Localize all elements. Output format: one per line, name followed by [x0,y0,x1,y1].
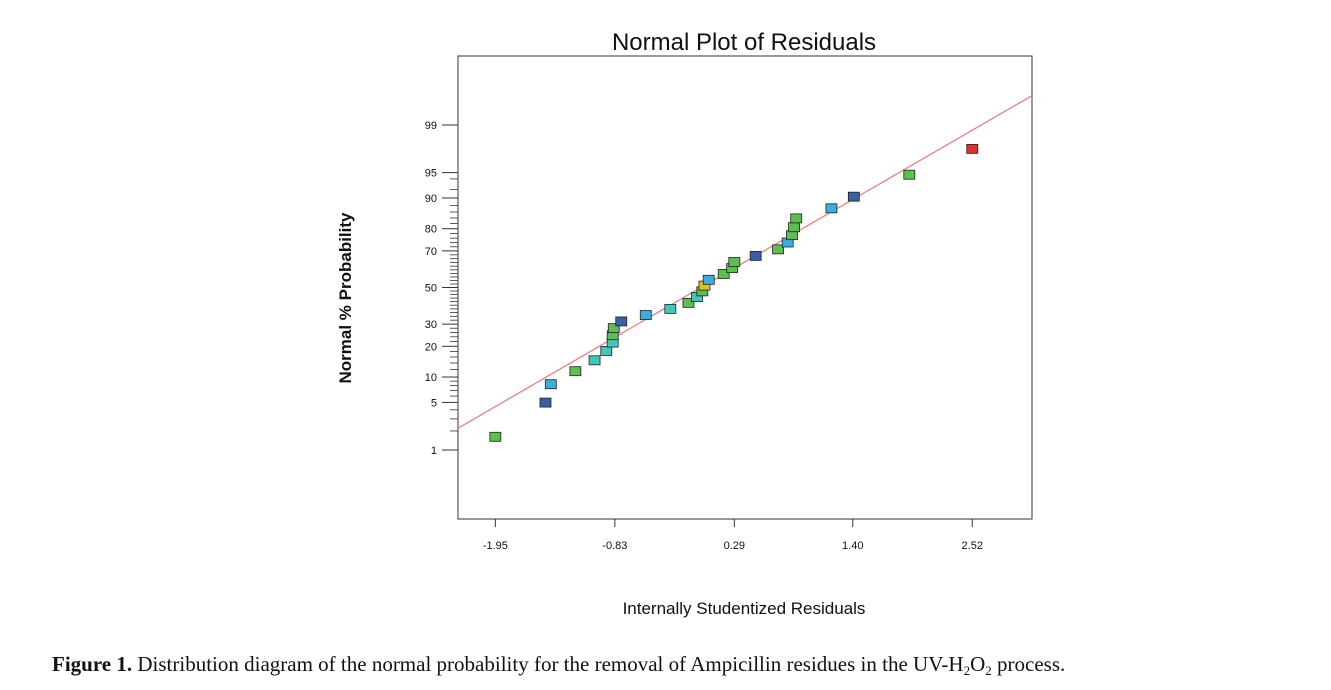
x-tick-label: -1.95 [483,540,508,552]
caption-mid: O [970,652,986,676]
reference-line [457,94,1033,429]
data-point [903,169,916,180]
data-point [717,269,730,279]
x-axis-title: Internally Studentized Residuals [623,599,866,618]
x-tick-label: -0.83 [602,540,627,552]
y-tick-label: 20 [425,341,437,353]
y-tick-label: 1 [431,445,437,457]
data-point [588,355,601,366]
data-point [728,257,741,267]
y-tick-label: 70 [425,246,437,258]
data-point [966,143,979,154]
y-tick-label: 50 [425,283,437,295]
data-point [847,191,860,202]
data-point [682,297,695,308]
caption-end: process. [991,652,1066,676]
data-point [749,250,762,261]
data-point [702,274,715,285]
x-tick-label: 0.29 [724,540,745,552]
data-point [544,379,557,390]
chart-title: Normal Plot of Residuals [612,29,876,56]
y-tick-label: 30 [425,319,437,331]
normal-plot-chart: Normal Plot of Residuals 1 5 10 20 30 50 70 80 9… [336,29,1033,618]
data-point [539,397,552,408]
y-tick-label: 95 [425,168,437,180]
data-point [772,244,784,255]
x-tick-label: 2.52 [962,540,983,552]
data-point [600,346,613,356]
caption-sub1: 2 [963,663,971,678]
y-tick-label: 99 [425,120,437,132]
data-point [639,310,652,320]
data-point [615,316,628,327]
data-point [788,222,800,233]
y-tick-label: 5 [431,397,437,409]
data-point [489,431,502,442]
y-tick-label: 10 [425,372,437,384]
y-axis-title: Normal % Probability [336,212,355,384]
figure-caption: Figure 1. Distribution diagram of the no… [52,652,1312,677]
data-point [790,213,803,224]
data-points [489,143,979,442]
caption-text: Distribution diagram of the normal proba… [132,652,964,676]
caption-label: Figure 1. [52,652,133,676]
y-tick-label: 90 [425,193,437,205]
axis-ticks: 1 5 10 20 30 50 70 80 90 95 99 -1.95 -0.83 0.29 1.40 2.… [425,120,983,552]
data-point [607,323,620,334]
y-tick-label: 80 [425,224,437,236]
plot-frame [457,55,1033,520]
x-tick-label: 1.40 [842,540,863,552]
caption-sub2: 2 [985,663,992,678]
data-point [569,366,582,377]
data-point [664,303,677,314]
data-point [825,203,838,214]
